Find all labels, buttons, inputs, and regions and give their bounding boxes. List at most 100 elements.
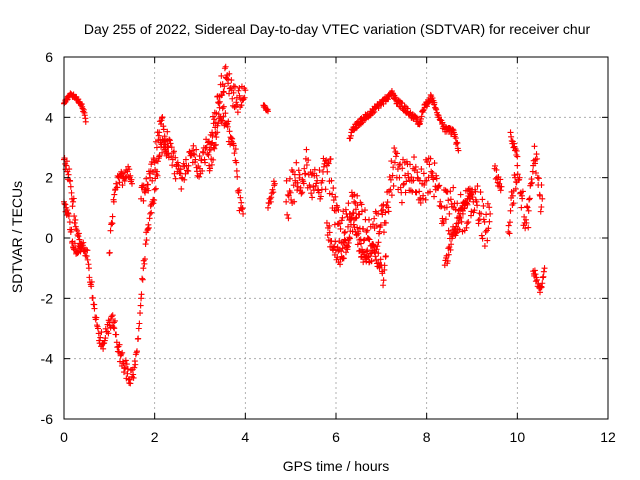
data-point xyxy=(497,176,504,183)
data-point xyxy=(400,156,407,163)
data-point xyxy=(116,341,123,348)
data-point xyxy=(226,70,233,77)
data-point xyxy=(402,189,409,196)
data-point xyxy=(417,199,424,206)
data-point xyxy=(182,156,189,163)
data-point xyxy=(212,141,219,148)
data-point xyxy=(442,216,449,223)
data-point xyxy=(83,253,90,260)
data-point xyxy=(422,196,429,203)
data-point xyxy=(142,241,149,248)
data-point xyxy=(85,265,92,272)
data-point xyxy=(324,168,331,175)
data-point xyxy=(317,193,324,200)
data-point xyxy=(164,128,171,135)
data-point xyxy=(314,177,321,184)
data-point xyxy=(457,210,464,217)
data-point xyxy=(392,153,399,160)
data-point xyxy=(444,257,451,264)
data-point xyxy=(240,210,247,217)
data-point xyxy=(480,202,487,209)
data-point xyxy=(334,204,341,211)
data-point xyxy=(525,224,532,231)
data-point xyxy=(328,238,335,245)
data-point xyxy=(138,291,145,298)
data-point xyxy=(265,204,271,211)
data-point xyxy=(72,216,79,223)
data-point xyxy=(148,209,155,216)
data-point xyxy=(232,83,239,90)
data-point xyxy=(291,198,298,205)
data-point xyxy=(431,99,438,106)
data-point xyxy=(332,238,339,245)
data-point xyxy=(354,224,361,231)
axis-ticks: 0 2 4 6 8 10 12 -6 -4 -2 0 2 4 6 xyxy=(41,49,616,445)
data-point xyxy=(170,148,177,155)
data-point xyxy=(448,241,455,248)
data-point xyxy=(168,144,175,151)
data-point xyxy=(430,176,437,183)
data-point xyxy=(420,170,427,177)
data-point xyxy=(539,195,546,202)
data-point xyxy=(98,329,105,336)
data-point xyxy=(485,225,492,232)
data-point xyxy=(452,135,459,142)
data-point xyxy=(514,162,521,169)
data-point xyxy=(367,250,374,257)
data-point xyxy=(506,230,513,237)
data-point xyxy=(126,166,133,173)
data-point xyxy=(354,241,361,248)
data-point xyxy=(300,180,307,187)
data-point xyxy=(354,202,361,209)
data-point xyxy=(373,222,380,229)
data-point xyxy=(239,205,246,212)
data-point xyxy=(449,233,456,240)
data-point xyxy=(224,123,231,130)
data-point xyxy=(69,203,76,210)
data-point xyxy=(294,187,301,194)
data-point xyxy=(390,164,397,171)
data-point xyxy=(337,225,344,232)
data-point xyxy=(109,312,116,319)
data-point xyxy=(371,108,378,115)
data-point xyxy=(472,188,479,195)
data-point xyxy=(537,192,543,199)
data-point xyxy=(178,185,185,192)
data-point xyxy=(129,180,135,187)
y-tick-label: 2 xyxy=(45,170,53,186)
data-point xyxy=(525,207,532,214)
data-point xyxy=(113,180,120,187)
y-tick-label: 4 xyxy=(45,109,53,125)
data-point xyxy=(407,187,414,194)
data-point xyxy=(433,172,440,179)
data-point xyxy=(458,218,465,225)
data-point xyxy=(109,220,116,227)
data-point xyxy=(261,102,268,109)
data-point xyxy=(512,185,519,192)
data-point xyxy=(416,188,423,195)
data-point xyxy=(140,182,147,189)
data-point xyxy=(537,208,544,215)
data-point xyxy=(371,215,378,222)
data-point xyxy=(508,133,515,140)
data-point xyxy=(230,83,237,90)
data-point xyxy=(151,186,158,193)
data-point xyxy=(382,219,389,226)
data-point xyxy=(486,204,493,211)
data-point xyxy=(478,232,485,239)
data-point xyxy=(285,215,292,222)
data-point xyxy=(537,289,543,296)
data-point xyxy=(345,239,352,246)
data-point xyxy=(533,169,540,176)
data-point xyxy=(342,249,349,256)
data-point xyxy=(141,260,148,267)
data-point xyxy=(401,103,408,110)
data-point xyxy=(388,158,395,165)
data-point xyxy=(100,345,107,352)
data-point xyxy=(433,106,440,113)
data-point xyxy=(221,83,228,90)
data-point xyxy=(328,177,335,184)
data-point xyxy=(270,189,277,196)
data-point xyxy=(271,180,278,187)
data-point xyxy=(149,177,156,184)
